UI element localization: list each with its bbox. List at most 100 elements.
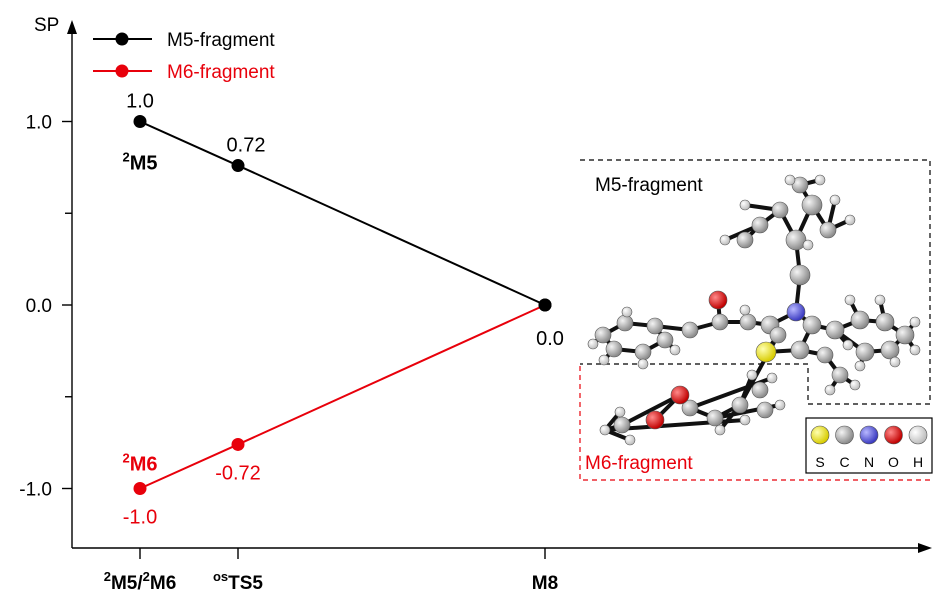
nitrogen-atom <box>786 302 806 322</box>
data-point <box>538 298 552 312</box>
hydrogen-atom <box>784 174 796 186</box>
carbon-atom <box>791 176 809 194</box>
oxygen-atom <box>670 385 690 405</box>
legend-item-m6: M6-fragment <box>93 62 275 83</box>
m6-fragment-box <box>579 366 930 481</box>
key-nitrogen-atom <box>859 425 879 445</box>
hydrogen-atom <box>909 344 921 356</box>
key-symbol: O <box>888 454 899 470</box>
hydrogen-atom <box>739 304 751 316</box>
hydrogen-atom <box>587 338 599 350</box>
hydrogen-atom <box>719 234 731 246</box>
y-ticks: 1.0 0.0 -1.0 <box>19 113 72 501</box>
hydrogen-atom <box>849 379 861 391</box>
hydrogen-atom <box>844 214 856 226</box>
molecule-bonds <box>591 178 917 442</box>
legend-label-m5: M5-fragment <box>167 30 275 51</box>
carbon-atom <box>819 221 837 239</box>
y-tick-label: 0.0 <box>26 296 52 317</box>
data-label: 0.72 <box>227 135 266 157</box>
key-symbol: N <box>864 454 874 470</box>
hydrogen-atom <box>874 294 886 306</box>
series-m6: -1.0 -0.72 2M6 <box>122 298 552 529</box>
carbon-atom <box>656 331 674 349</box>
hydrogen-atom <box>739 199 751 211</box>
carbon-atom <box>613 416 631 434</box>
series-line <box>139 304 546 490</box>
data-point <box>231 159 245 173</box>
carbon-atom <box>605 340 623 358</box>
carbon-atom <box>771 201 789 219</box>
sulfur-atom <box>755 341 777 363</box>
legend-marker-m5 <box>115 32 129 46</box>
hydrogen-atom <box>814 174 826 186</box>
legend-marker-m6 <box>115 64 129 78</box>
carbon-atom <box>646 317 664 335</box>
hydrogen-atom <box>802 239 814 251</box>
molecule-atoms <box>587 174 921 446</box>
carbon-atom <box>706 409 724 427</box>
carbon-atom <box>789 264 811 286</box>
y-tick-label: -1.0 <box>19 480 52 501</box>
carbon-atom <box>875 312 895 332</box>
key-hydrogen-atom <box>908 425 928 445</box>
key-sulfur-atom <box>810 425 830 445</box>
x-axis <box>72 543 932 553</box>
carbon-atom <box>634 343 652 361</box>
carbon-atom <box>816 346 834 364</box>
carbon-atom <box>751 381 769 399</box>
x-tick-label: M8 <box>532 573 558 593</box>
hydrogen-atom <box>854 360 866 372</box>
carbon-atom <box>756 401 774 419</box>
m5-fragment-box <box>580 159 931 405</box>
carbon-atom <box>769 326 787 344</box>
series-m5: 1.0 0.72 0.0 2M5 <box>122 91 563 351</box>
key-symbol: C <box>839 454 849 470</box>
x-tick-label: 2M5/2M6 <box>104 569 177 593</box>
data-label: -0.72 <box>215 462 261 484</box>
data-point <box>231 437 245 451</box>
data-point <box>133 115 147 128</box>
carbon-atom <box>594 326 612 344</box>
hydrogen-atom <box>766 372 778 384</box>
carbon-atom <box>895 325 915 345</box>
carbon-atom <box>850 310 870 330</box>
key-symbol: H <box>913 454 923 470</box>
m5-fragment-label: M5-fragment <box>595 175 703 196</box>
bond <box>620 393 682 427</box>
hydrogen-atom <box>714 424 726 436</box>
hydrogen-atom <box>669 344 681 356</box>
carbon-atom <box>790 340 810 360</box>
hydrogen-atom <box>774 399 786 411</box>
carbon-atom <box>711 313 729 331</box>
y-axis <box>67 20 77 548</box>
data-label: 1.0 <box>126 91 154 113</box>
legend: M5-fragment M6-fragment <box>93 30 275 83</box>
carbon-atom <box>731 396 749 414</box>
carbon-atom <box>616 314 634 332</box>
hydrogen-atom <box>637 358 649 370</box>
hydrogen-atom <box>621 306 633 318</box>
carbon-atom <box>801 194 823 216</box>
series-layer: 1.0 0.72 0.0 2M5 -1.0 -0.72 2M6 <box>122 91 563 529</box>
data-label: 0.0 <box>536 328 564 350</box>
hydrogen-atom <box>889 356 901 368</box>
hydrogen-atom <box>842 339 854 351</box>
hydrogen-atom <box>624 434 636 446</box>
carbon-atom <box>681 321 699 339</box>
y-tick-label: 1.0 <box>26 113 52 134</box>
oxygen-atom <box>708 290 728 310</box>
m6-fragment-label: M6-fragment <box>585 453 693 474</box>
key-oxygen-atom <box>884 425 903 445</box>
y-axis-label: SP <box>34 15 59 36</box>
key-carbon-atom <box>835 425 854 445</box>
x-tick-label: osTS5 <box>213 569 263 593</box>
species-label: 2M6 <box>122 451 157 476</box>
data-label: -1.0 <box>123 507 157 529</box>
carbon-atom <box>880 340 900 360</box>
hydrogen-atom <box>598 354 610 366</box>
carbon-atom <box>855 342 875 362</box>
carbon-atom <box>802 315 822 335</box>
